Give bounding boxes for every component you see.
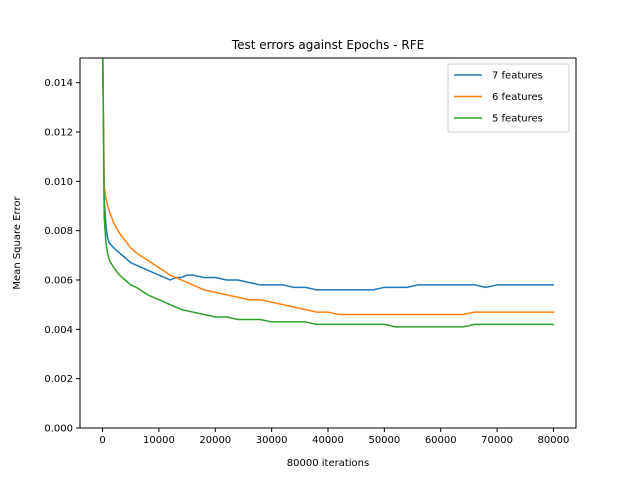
x-tick-label: 30000 — [256, 435, 288, 446]
legend-label: 6 features — [492, 92, 543, 103]
legend: 7 features 6 features 5 features — [447, 63, 570, 133]
y-tick-label: 0.010 — [44, 177, 73, 188]
x-tick-label: 80000 — [538, 435, 570, 446]
legend-label: 7 features — [492, 71, 543, 82]
legend-box — [447, 63, 570, 133]
y-tick-label: 0.000 — [44, 424, 73, 435]
y-tick-label: 0.012 — [44, 128, 73, 139]
series-line-3 — [102, 58, 555, 328]
x-tick-label: 70000 — [481, 435, 513, 446]
y-tick-label: 0.002 — [44, 374, 73, 385]
y-tick-label: 0.014 — [44, 78, 73, 89]
y-axis: 0.000 0.002 0.004 0.006 0.008 0.010 0.012 0.014 — [44, 78, 80, 435]
x-axis: 0 10000 20000 30000 40000 50000 60000 70000 8000… — [99, 428, 569, 446]
series-layer — [102, 58, 555, 328]
x-tick-label: 10000 — [143, 435, 175, 446]
x-tick-label: 50000 — [368, 435, 400, 446]
series-line-2 — [102, 58, 555, 316]
x-tick-label: 40000 — [312, 435, 344, 446]
legend-label: 5 features — [492, 114, 543, 125]
x-tick-label: 60000 — [425, 435, 457, 446]
y-tick-label: 0.004 — [44, 325, 73, 336]
x-tick-label: 20000 — [199, 435, 231, 446]
chart-title: Test errors against Epochs - RFE — [231, 38, 424, 52]
x-tick-label: 0 — [99, 435, 105, 446]
x-axis-label: 80000 iterations — [287, 458, 369, 469]
y-axis-label: Mean Square Error — [12, 196, 23, 290]
y-tick-label: 0.006 — [44, 276, 73, 287]
series-line-1 — [102, 58, 555, 291]
y-tick-label: 0.008 — [44, 226, 73, 237]
